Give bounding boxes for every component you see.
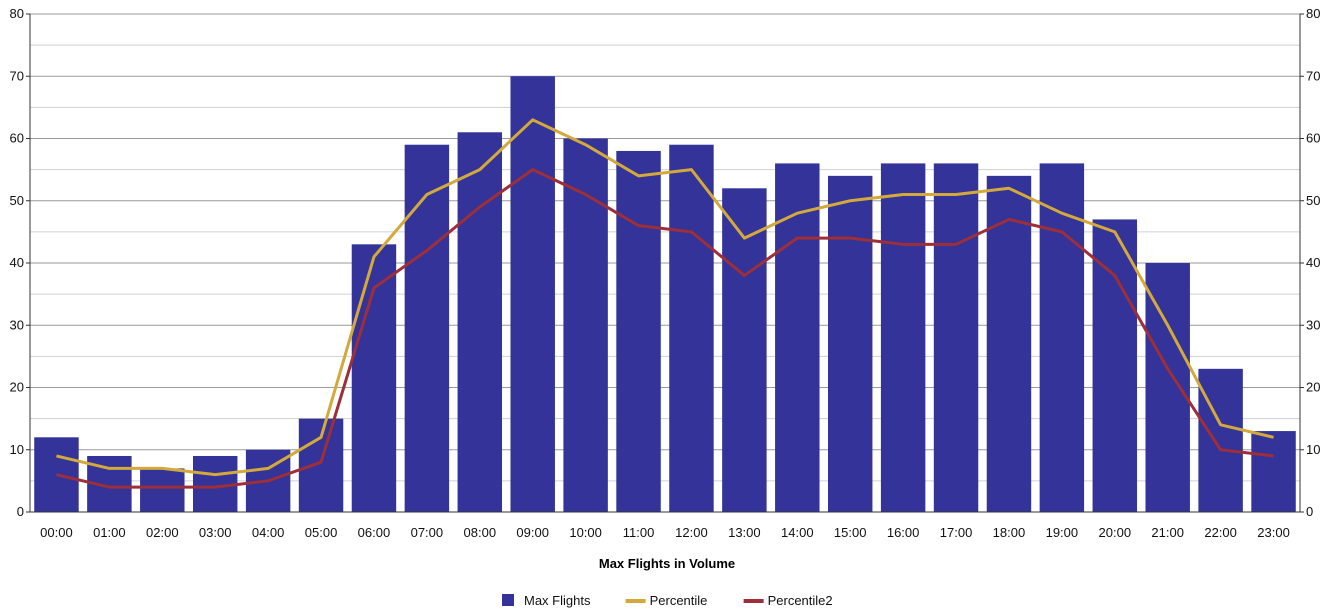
x-tick-label: 10:00 bbox=[569, 525, 602, 540]
bar-02:00 bbox=[140, 468, 185, 512]
x-tick-label: 21:00 bbox=[1151, 525, 1184, 540]
y-tick-label-left: 10 bbox=[10, 442, 24, 457]
y-tick-label-right: 50 bbox=[1306, 193, 1320, 208]
y-tick-label-left: 0 bbox=[17, 504, 24, 519]
y-tick-label-left: 60 bbox=[10, 131, 24, 146]
tick-labels: 0 0 10 10 20 20 30 30 40 40 50 50 60 60 70 70 80 80 00:00 0… bbox=[10, 6, 1321, 540]
legend-swatch-percentile2 bbox=[743, 599, 764, 603]
bar-08:00 bbox=[457, 132, 503, 512]
x-tick-label: 07:00 bbox=[411, 525, 444, 540]
legend-swatch-percentile bbox=[625, 599, 646, 603]
bar-16:00 bbox=[880, 163, 926, 512]
legend-label-percentile: Percentile bbox=[650, 593, 708, 608]
legend: Max Flights Percentile Percentile2 bbox=[502, 593, 833, 608]
bar-13:00 bbox=[722, 188, 767, 513]
legend-label-percentile2: Percentile2 bbox=[768, 593, 833, 608]
line-percentile bbox=[56, 118, 1274, 477]
x-tick-label: 08:00 bbox=[464, 525, 497, 540]
x-tick-label: 19:00 bbox=[1046, 525, 1079, 540]
line-percentile2 bbox=[56, 168, 1274, 489]
y-tick-label-left: 30 bbox=[10, 317, 24, 332]
x-tick-label: 02:00 bbox=[146, 525, 179, 540]
x-tick-label: 16:00 bbox=[887, 525, 920, 540]
x-tick-label: 15:00 bbox=[834, 525, 867, 540]
x-tick-label: 00:00 bbox=[40, 525, 73, 540]
bar-07:00 bbox=[404, 144, 450, 512]
bar-15:00 bbox=[827, 175, 873, 512]
y-tick-label-left: 80 bbox=[10, 6, 24, 21]
y-tick-label-left: 70 bbox=[10, 68, 24, 83]
y-tick-label-right: 30 bbox=[1306, 317, 1320, 332]
bar-11:00 bbox=[616, 150, 661, 512]
legend-swatch-max-flights bbox=[502, 594, 514, 606]
x-tick-label: 05:00 bbox=[305, 525, 338, 540]
x-tick-label: 01:00 bbox=[93, 525, 126, 540]
x-tick-label: 20:00 bbox=[1099, 525, 1132, 540]
y-tick-label-left: 20 bbox=[10, 380, 24, 395]
y-tick-label-right: 70 bbox=[1306, 68, 1320, 83]
x-tick-label: 03:00 bbox=[199, 525, 232, 540]
y-tick-label-right: 40 bbox=[1306, 255, 1320, 270]
x-tick-label: 22:00 bbox=[1204, 525, 1237, 540]
y-tick-label-left: 50 bbox=[10, 193, 24, 208]
y-tick-label-right: 60 bbox=[1306, 131, 1320, 146]
bar-09:00 bbox=[510, 76, 555, 512]
x-tick-label: 11:00 bbox=[623, 525, 655, 540]
bar-19:00 bbox=[1039, 163, 1085, 512]
bar-18:00 bbox=[986, 175, 1032, 512]
legend-label-max-flights: Max Flights bbox=[524, 593, 591, 608]
bar-series-max-flights bbox=[34, 76, 1296, 513]
bar-06:00 bbox=[351, 244, 397, 512]
bar-23:00 bbox=[1251, 431, 1296, 512]
x-axis-title: Max Flights in Volume bbox=[599, 556, 735, 571]
x-tick-label: 13:00 bbox=[728, 525, 761, 540]
y-tick-label-right: 80 bbox=[1306, 6, 1320, 21]
x-tick-label: 06:00 bbox=[358, 525, 391, 540]
y-tick-label-right: 0 bbox=[1306, 504, 1313, 519]
x-tick-label: 14:00 bbox=[781, 525, 814, 540]
x-tick-label: 12:00 bbox=[675, 525, 708, 540]
axes bbox=[26, 13, 1304, 513]
x-tick-label: 09:00 bbox=[516, 525, 549, 540]
bar-12:00 bbox=[669, 144, 714, 512]
bar-21:00 bbox=[1145, 263, 1190, 512]
bar-17:00 bbox=[933, 163, 979, 512]
bar-20:00 bbox=[1092, 219, 1138, 513]
bar-10:00 bbox=[563, 138, 608, 512]
y-tick-label-right: 10 bbox=[1306, 442, 1320, 457]
x-tick-label: 17:00 bbox=[940, 525, 973, 540]
y-tick-label-right: 20 bbox=[1306, 380, 1320, 395]
y-tick-label-left: 40 bbox=[10, 255, 24, 270]
bar-22:00 bbox=[1198, 368, 1243, 512]
x-tick-label: 04:00 bbox=[252, 525, 285, 540]
grid-lines bbox=[30, 13, 1300, 513]
line-series-layer bbox=[56, 118, 1274, 489]
x-tick-label: 18:00 bbox=[993, 525, 1026, 540]
x-tick-label: 23:00 bbox=[1257, 525, 1290, 540]
bar-14:00 bbox=[775, 163, 820, 512]
